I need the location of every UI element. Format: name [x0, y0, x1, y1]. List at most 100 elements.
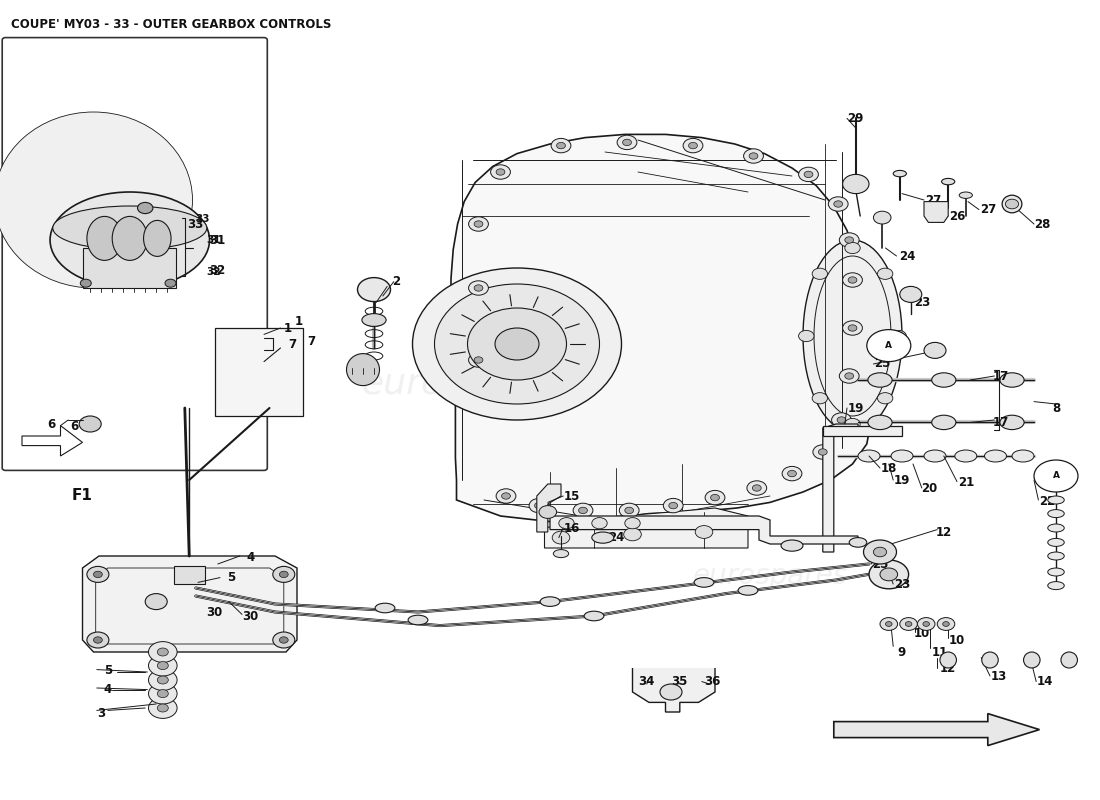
Text: 22: 22 — [1040, 495, 1055, 508]
Circle shape — [157, 704, 168, 712]
Circle shape — [752, 485, 761, 491]
Text: 7: 7 — [307, 335, 316, 348]
Circle shape — [917, 618, 935, 630]
Circle shape — [878, 393, 893, 404]
Circle shape — [495, 328, 539, 360]
Text: 36: 36 — [705, 675, 720, 688]
Ellipse shape — [984, 450, 1006, 462]
Text: 30: 30 — [243, 610, 258, 622]
Circle shape — [900, 286, 922, 302]
Circle shape — [279, 637, 288, 643]
Text: 33: 33 — [188, 218, 204, 230]
Circle shape — [683, 138, 703, 153]
Text: 19: 19 — [894, 474, 910, 486]
Text: 31: 31 — [207, 235, 221, 245]
Text: 10: 10 — [949, 634, 965, 646]
Circle shape — [148, 655, 177, 676]
Text: 17: 17 — [993, 370, 1009, 382]
Circle shape — [502, 493, 510, 499]
Circle shape — [94, 637, 102, 643]
Ellipse shape — [143, 221, 170, 257]
Circle shape — [867, 330, 911, 362]
Circle shape — [845, 237, 854, 243]
Text: 26: 26 — [949, 210, 965, 222]
Text: 11: 11 — [932, 646, 947, 658]
Polygon shape — [924, 202, 948, 222]
Circle shape — [744, 149, 763, 163]
Circle shape — [880, 618, 898, 630]
Polygon shape — [451, 134, 871, 522]
Text: 19: 19 — [848, 402, 864, 414]
Polygon shape — [823, 424, 858, 552]
Ellipse shape — [1047, 524, 1065, 532]
Circle shape — [469, 281, 488, 295]
Circle shape — [623, 139, 631, 146]
Polygon shape — [214, 328, 302, 416]
Circle shape — [813, 445, 833, 459]
Ellipse shape — [346, 354, 380, 386]
Ellipse shape — [362, 314, 386, 326]
Circle shape — [474, 285, 483, 291]
Text: 34: 34 — [639, 675, 654, 688]
Circle shape — [924, 342, 946, 358]
Circle shape — [138, 202, 153, 214]
Ellipse shape — [112, 217, 147, 261]
Text: 12: 12 — [940, 662, 956, 674]
Bar — [174, 566, 205, 584]
Circle shape — [848, 325, 857, 331]
Circle shape — [469, 217, 488, 231]
Ellipse shape — [738, 586, 758, 595]
Circle shape — [837, 417, 846, 423]
Ellipse shape — [781, 540, 803, 551]
Circle shape — [839, 369, 859, 383]
Ellipse shape — [849, 538, 867, 547]
Circle shape — [539, 506, 557, 518]
Text: 8: 8 — [1052, 402, 1060, 414]
Text: 4: 4 — [103, 683, 112, 696]
Circle shape — [434, 284, 600, 404]
Circle shape — [529, 498, 549, 513]
Circle shape — [148, 670, 177, 690]
Circle shape — [660, 684, 682, 700]
Text: 20: 20 — [922, 482, 937, 494]
Circle shape — [843, 273, 862, 287]
Text: 16: 16 — [564, 522, 580, 534]
Ellipse shape — [868, 415, 892, 430]
Circle shape — [900, 618, 917, 630]
Text: 14: 14 — [1037, 675, 1053, 688]
Circle shape — [625, 507, 634, 514]
Text: 23: 23 — [914, 296, 929, 309]
Polygon shape — [834, 714, 1040, 746]
Circle shape — [535, 502, 543, 509]
Circle shape — [474, 357, 483, 363]
Circle shape — [79, 416, 101, 432]
Text: 12: 12 — [936, 526, 952, 538]
Circle shape — [157, 662, 168, 670]
Circle shape — [845, 373, 854, 379]
Circle shape — [848, 277, 857, 283]
Ellipse shape — [1000, 373, 1024, 387]
Text: 25: 25 — [872, 558, 888, 570]
Ellipse shape — [540, 597, 560, 606]
Circle shape — [496, 489, 516, 503]
Circle shape — [689, 142, 697, 149]
Circle shape — [905, 622, 912, 626]
Ellipse shape — [891, 450, 913, 462]
Text: 6: 6 — [70, 420, 79, 433]
Circle shape — [273, 566, 295, 582]
Circle shape — [943, 622, 949, 626]
Ellipse shape — [1047, 510, 1065, 518]
Polygon shape — [22, 426, 82, 456]
Ellipse shape — [942, 178, 955, 185]
Circle shape — [557, 142, 565, 149]
Circle shape — [695, 526, 713, 538]
Circle shape — [551, 138, 571, 153]
Circle shape — [157, 676, 168, 684]
Ellipse shape — [1060, 652, 1078, 668]
Circle shape — [1005, 199, 1019, 209]
Circle shape — [145, 594, 167, 610]
Ellipse shape — [408, 615, 428, 625]
Text: 23: 23 — [894, 578, 910, 590]
Text: 33: 33 — [196, 214, 210, 224]
Ellipse shape — [553, 550, 569, 558]
